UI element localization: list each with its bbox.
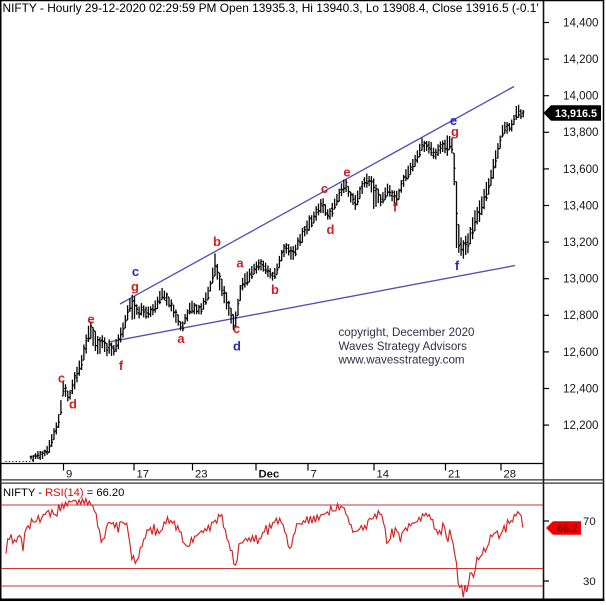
svg-text:NIFTY - RSI(14) = 66.20: NIFTY - RSI(14) = 66.20 <box>3 487 124 499</box>
svg-text:13,200: 13,200 <box>563 236 598 249</box>
svg-text:a: a <box>177 331 185 346</box>
svg-text:Dec: Dec <box>259 469 280 481</box>
svg-text:13,800: 13,800 <box>563 126 598 139</box>
svg-text:14,200: 14,200 <box>563 53 598 66</box>
svg-text:c: c <box>233 321 240 336</box>
svg-text:e: e <box>87 312 94 327</box>
svg-text:c: c <box>58 371 65 386</box>
svg-text:c: c <box>321 181 328 196</box>
svg-text:28: 28 <box>504 469 517 481</box>
svg-text:12,200: 12,200 <box>563 419 598 432</box>
svg-text:13,600: 13,600 <box>563 163 598 176</box>
svg-text:17: 17 <box>137 469 150 481</box>
svg-text:13,916.5: 13,916.5 <box>555 108 597 120</box>
svg-text:f: f <box>455 258 460 273</box>
svg-text:d: d <box>69 397 77 412</box>
svg-text:66.2: 66.2 <box>557 523 578 535</box>
svg-text:14: 14 <box>377 469 390 481</box>
svg-text:g: g <box>451 124 459 139</box>
svg-text:f: f <box>119 358 124 373</box>
svg-text:a: a <box>236 256 244 271</box>
svg-text:d: d <box>327 222 335 237</box>
svg-text:70: 70 <box>583 516 596 528</box>
svg-text:copyright, December 2020: copyright, December 2020 <box>339 326 475 339</box>
svg-text:c: c <box>132 264 139 279</box>
svg-text:7: 7 <box>311 469 317 481</box>
svg-text:d: d <box>233 339 241 354</box>
svg-text:b: b <box>271 282 279 297</box>
svg-text:12,600: 12,600 <box>563 346 598 359</box>
svg-text:e: e <box>450 113 457 128</box>
svg-text:12,400: 12,400 <box>563 382 598 395</box>
svg-text:g: g <box>131 279 139 294</box>
svg-text:14,400: 14,400 <box>563 16 598 29</box>
svg-text:b: b <box>213 234 221 249</box>
svg-text:9: 9 <box>66 469 72 481</box>
svg-text:23: 23 <box>195 469 208 481</box>
svg-text:f: f <box>393 200 398 215</box>
svg-text:Waves Strategy Advisors: Waves Strategy Advisors <box>339 340 468 353</box>
svg-text:13,000: 13,000 <box>563 273 598 286</box>
svg-text:NIFTY - Hourly 29-12-2020 02:2: NIFTY - Hourly 29-12-2020 02:29:59 PM Op… <box>3 1 539 15</box>
svg-text:12,800: 12,800 <box>563 309 598 322</box>
svg-text:14,000: 14,000 <box>563 90 598 103</box>
svg-text:30: 30 <box>583 576 596 588</box>
svg-text:www.wavesstrategy.com: www.wavesstrategy.com <box>338 354 465 367</box>
svg-text:e: e <box>343 165 350 180</box>
svg-text:21: 21 <box>448 469 461 481</box>
svg-text:13,400: 13,400 <box>563 199 598 212</box>
